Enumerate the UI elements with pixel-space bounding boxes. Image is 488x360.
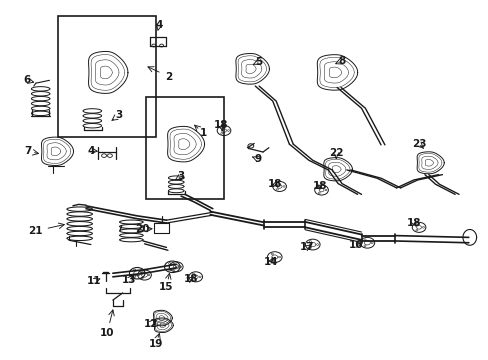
Text: 18: 18 bbox=[267, 179, 282, 189]
Text: 3: 3 bbox=[115, 111, 122, 121]
Text: 2: 2 bbox=[165, 72, 172, 82]
Text: 22: 22 bbox=[328, 148, 343, 158]
Text: 21: 21 bbox=[28, 226, 43, 236]
Text: 17: 17 bbox=[299, 242, 314, 252]
Text: 23: 23 bbox=[411, 139, 426, 149]
Text: 18: 18 bbox=[183, 274, 198, 284]
Text: 18: 18 bbox=[406, 218, 421, 228]
Text: 15: 15 bbox=[159, 282, 173, 292]
Text: 10: 10 bbox=[100, 328, 114, 338]
Text: 18: 18 bbox=[213, 121, 228, 130]
Text: 18: 18 bbox=[312, 181, 326, 192]
Text: 7: 7 bbox=[24, 146, 31, 156]
Text: 5: 5 bbox=[255, 57, 262, 67]
Text: 13: 13 bbox=[122, 275, 136, 285]
Text: 19: 19 bbox=[148, 339, 163, 349]
Bar bbox=[146, 97, 224, 199]
Text: 12: 12 bbox=[143, 319, 158, 329]
Text: 16: 16 bbox=[348, 239, 362, 249]
Text: 11: 11 bbox=[87, 276, 102, 286]
Bar bbox=[58, 16, 156, 137]
Text: 20: 20 bbox=[135, 225, 149, 234]
Text: 1: 1 bbox=[200, 129, 207, 138]
Text: 4: 4 bbox=[155, 20, 163, 30]
Text: 14: 14 bbox=[264, 257, 278, 267]
Text: 4: 4 bbox=[87, 145, 94, 156]
Text: 6: 6 bbox=[23, 75, 30, 85]
Text: 3: 3 bbox=[177, 171, 184, 181]
Text: 9: 9 bbox=[254, 154, 261, 164]
Text: 8: 8 bbox=[338, 56, 345, 66]
